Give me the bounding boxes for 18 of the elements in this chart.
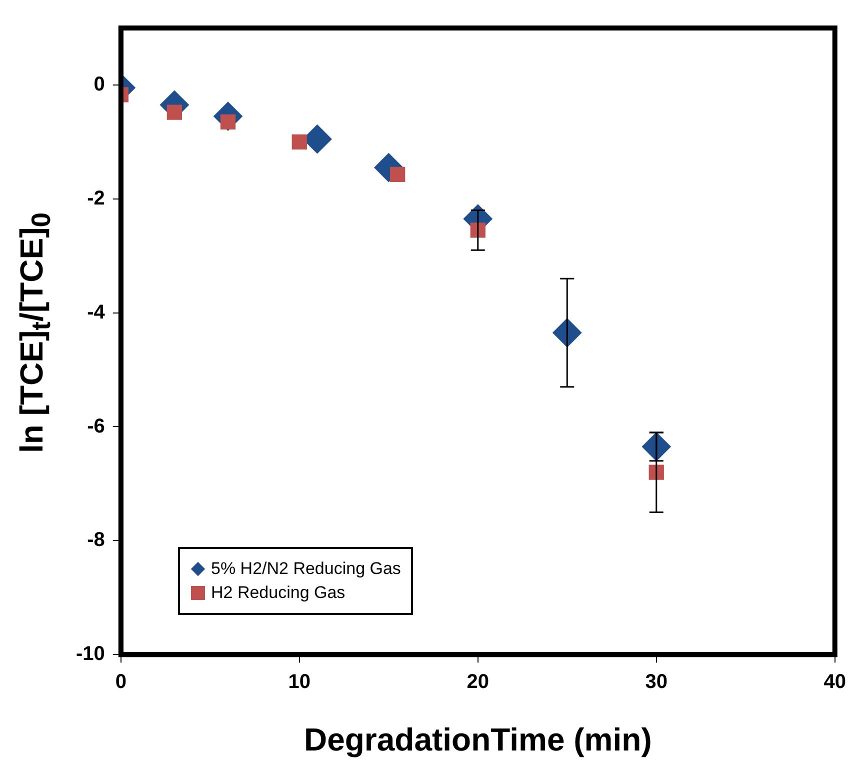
point xyxy=(552,318,582,348)
x-tick-label: 10 xyxy=(288,671,311,694)
x-tick-label: 40 xyxy=(824,671,846,694)
point xyxy=(292,134,307,150)
y-tick-label: -4 xyxy=(87,301,106,324)
x-tick-label: 20 xyxy=(466,671,490,694)
legend-label: H2 Reducing Gas xyxy=(211,583,346,603)
y-tick-label: -2 xyxy=(87,187,105,210)
point xyxy=(390,166,406,182)
x-tick-label: 0 xyxy=(115,671,126,694)
x-axis-title: DegradationTime (min) xyxy=(304,722,652,758)
y-tick-label: 0 xyxy=(94,73,105,96)
y-tick-label: -6 xyxy=(87,415,105,438)
legend-label: 5% H2/N2 Reducing Gas xyxy=(211,559,401,579)
y-tick-label: -8 xyxy=(87,529,105,552)
point xyxy=(166,104,182,120)
y-tick-label: -10 xyxy=(76,643,105,666)
x-tick-label: 30 xyxy=(645,671,668,694)
